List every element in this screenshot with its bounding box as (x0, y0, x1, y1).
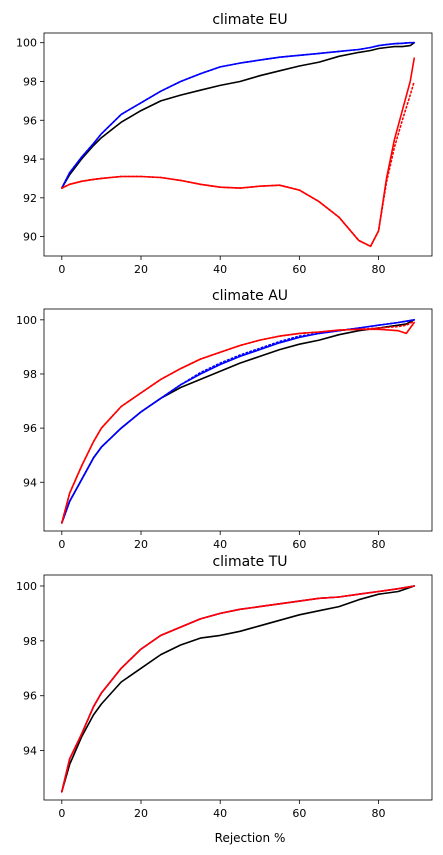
x-axis-label: Rejection % (215, 831, 286, 845)
x-tick-label: 20 (134, 263, 148, 276)
series-line-eu-0 (60, 41, 416, 189)
x-tick-label: 40 (213, 807, 227, 820)
x-tick-label: 80 (372, 538, 386, 551)
y-tick-label: 96 (23, 690, 37, 703)
y-tick-label: 96 (23, 114, 37, 127)
x-tick-label: 40 (213, 263, 227, 276)
chart-title-eu: climate EU (212, 12, 287, 28)
series-line-eu-3 (60, 57, 416, 248)
y-tick-label: 94 (23, 745, 37, 758)
y-tick-label: 100 (16, 580, 37, 593)
y-tick-label: 94 (23, 476, 37, 489)
x-tick-label: 20 (134, 538, 148, 551)
y-tick-label: 98 (23, 75, 37, 88)
series-line-au-3 (60, 321, 416, 524)
y-tick-label: 98 (23, 368, 37, 381)
plot-frame-au (43, 308, 433, 532)
plot-frame-tu (43, 574, 433, 801)
series-line-eu-4 (60, 80, 416, 248)
panel-climate-au: climate AU 0 20 40 60 80 94 96 98 100 (16, 288, 433, 551)
x-tick-label: 40 (213, 538, 227, 551)
x-tick-label: 0 (58, 263, 65, 276)
y-tick-label: 94 (23, 153, 37, 166)
series-line-tu-3 (60, 585, 416, 793)
y-tick-label: 90 (23, 231, 37, 244)
x-tick-label: 80 (372, 807, 386, 820)
x-tick-label: 80 (372, 263, 386, 276)
x-tick-label: 0 (58, 538, 65, 551)
y-tick-label: 96 (23, 422, 37, 435)
plot-frame-eu (43, 32, 433, 257)
panel-climate-tu: climate TU Rejection % 0 20 40 60 80 94 96 98 10… (16, 554, 433, 845)
panel-climate-eu: climate EU 0 20 40 60 80 90 92 94 96 98 100 (16, 12, 433, 276)
y-tick-label: 100 (16, 37, 37, 50)
series-line-au-4 (60, 320, 416, 524)
x-tick-label: 0 (58, 807, 65, 820)
y-tick-label: 92 (23, 192, 37, 205)
series-line-au-1 (60, 318, 416, 524)
series-line-tu-0 (60, 585, 416, 793)
x-tick-label: 60 (292, 538, 306, 551)
series-line-au-0 (60, 318, 416, 524)
series-line-eu-1 (60, 41, 416, 189)
chart-title-au: climate AU (212, 288, 288, 304)
y-tick-label: 98 (23, 635, 37, 648)
y-tick-label: 100 (16, 314, 37, 327)
x-tick-label: 20 (134, 807, 148, 820)
series-line-au-2 (60, 318, 416, 524)
x-tick-label: 60 (292, 263, 306, 276)
chart-title-tu: climate TU (212, 554, 287, 570)
series-line-eu-2 (60, 41, 416, 189)
x-tick-label: 60 (292, 807, 306, 820)
